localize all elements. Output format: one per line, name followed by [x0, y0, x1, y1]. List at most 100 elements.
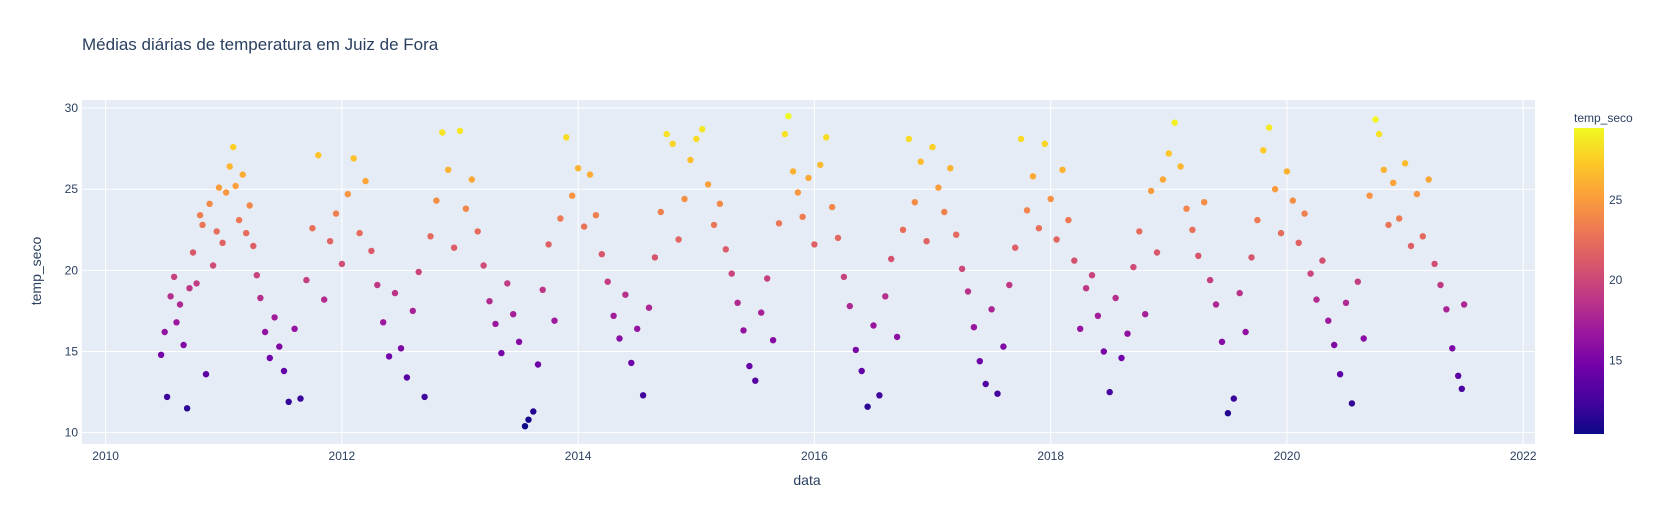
x-axis-label: data	[793, 472, 820, 488]
data-point	[157, 351, 165, 358]
data-point	[988, 306, 995, 313]
plot-background	[82, 100, 1535, 444]
data-point	[1047, 195, 1054, 203]
data-point	[598, 251, 605, 258]
data-point	[1065, 216, 1072, 224]
colorbar-title: temp_seco	[1574, 111, 1633, 125]
data-point	[1401, 160, 1409, 167]
data-point	[580, 223, 588, 230]
data-point	[246, 202, 253, 209]
data-point	[1295, 239, 1302, 246]
data-point	[888, 255, 895, 263]
data-point	[539, 286, 546, 293]
data-point	[450, 244, 458, 251]
data-point	[332, 210, 340, 217]
data-point	[1201, 199, 1208, 206]
data-point	[1147, 187, 1155, 195]
data-point	[193, 280, 200, 287]
y-tick-label: 10	[65, 426, 79, 440]
data-point	[391, 289, 399, 297]
data-point	[758, 309, 765, 316]
data-point	[716, 200, 724, 207]
data-point	[409, 307, 416, 315]
data-point	[530, 408, 537, 415]
data-point	[504, 280, 511, 287]
data-point	[1206, 276, 1214, 284]
data-point	[243, 229, 250, 237]
data-point	[746, 362, 753, 370]
data-point	[1366, 192, 1373, 199]
data-point	[226, 163, 233, 170]
data-point	[1375, 130, 1383, 138]
data-point	[1171, 119, 1178, 126]
data-point	[1242, 328, 1249, 336]
data-point	[209, 262, 217, 269]
data-point	[657, 208, 664, 216]
data-point	[1455, 372, 1462, 379]
data-point	[923, 238, 930, 245]
data-point	[1124, 330, 1131, 337]
data-point	[610, 312, 617, 319]
data-point	[586, 171, 594, 178]
y-tick-label: 30	[65, 101, 79, 115]
data-point	[297, 395, 304, 402]
data-point	[693, 135, 700, 143]
data-point	[1142, 311, 1149, 318]
data-point	[811, 241, 818, 248]
data-point	[1118, 354, 1125, 362]
data-point	[1372, 116, 1379, 123]
data-point	[651, 254, 659, 261]
data-point	[1088, 272, 1096, 279]
colorbar	[1574, 128, 1604, 434]
data-point	[858, 367, 865, 375]
data-point	[681, 195, 688, 203]
data-point	[253, 272, 260, 279]
data-point	[1006, 281, 1013, 289]
data-point	[1130, 263, 1137, 271]
data-point	[846, 302, 853, 310]
data-point	[917, 158, 924, 165]
data-point	[1271, 186, 1279, 193]
data-point	[1407, 242, 1415, 250]
data-point	[385, 353, 393, 360]
data-point	[309, 225, 316, 232]
data-point	[789, 168, 797, 175]
data-point	[285, 398, 292, 405]
data-point	[1289, 197, 1297, 204]
data-point	[1260, 147, 1267, 154]
x-tick-label: 2016	[801, 449, 828, 463]
chart-title: Médias diárias de temperatura em Juiz de…	[82, 35, 439, 54]
data-point	[433, 197, 440, 204]
data-point	[604, 278, 611, 285]
data-point	[781, 130, 789, 138]
data-point	[828, 203, 836, 211]
y-axis-label: temp_seco	[28, 237, 44, 306]
data-point	[1248, 254, 1255, 261]
data-point	[834, 234, 842, 242]
data-point	[427, 233, 434, 240]
data-point	[176, 301, 184, 308]
data-point	[1236, 289, 1243, 297]
data-point	[186, 285, 193, 292]
x-tick-label: 2012	[329, 449, 356, 463]
data-point	[276, 343, 283, 350]
data-point	[1283, 168, 1291, 175]
data-point	[840, 273, 848, 281]
colorbar-ticks: 15 20 25	[1609, 193, 1623, 367]
x-axis-ticks: 2010 2012 2014 2016 2018 2020 2022	[92, 449, 1537, 463]
data-point	[321, 296, 328, 303]
data-point	[639, 392, 647, 399]
data-point	[239, 171, 246, 178]
data-point	[958, 265, 966, 272]
x-tick-label: 2022	[1510, 449, 1537, 463]
data-point	[1077, 325, 1084, 332]
data-point	[976, 358, 983, 365]
data-point	[1425, 176, 1432, 183]
data-point	[235, 216, 243, 224]
data-point	[1360, 335, 1367, 342]
data-point	[1094, 312, 1102, 319]
data-point	[1348, 400, 1356, 407]
data-point	[374, 281, 381, 289]
data-point	[303, 276, 310, 284]
